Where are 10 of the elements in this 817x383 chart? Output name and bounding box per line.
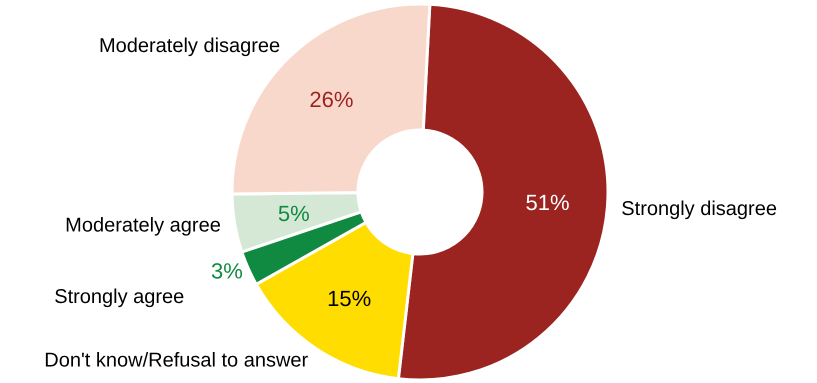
slice-label: Moderately agree	[65, 214, 221, 237]
slice-label: Strongly disagree	[621, 198, 777, 220]
data-label: 5%	[278, 200, 310, 226]
data-label: 15%	[327, 286, 372, 312]
slice-label: Strongly agree	[54, 286, 184, 308]
data-label: 26%	[309, 87, 354, 112]
slice-label: Don't know/Refusal to answer	[44, 349, 309, 372]
data-label: 3%	[210, 258, 243, 284]
slice-label: Moderately disagree	[98, 35, 280, 58]
data-label: 51%	[526, 190, 570, 216]
